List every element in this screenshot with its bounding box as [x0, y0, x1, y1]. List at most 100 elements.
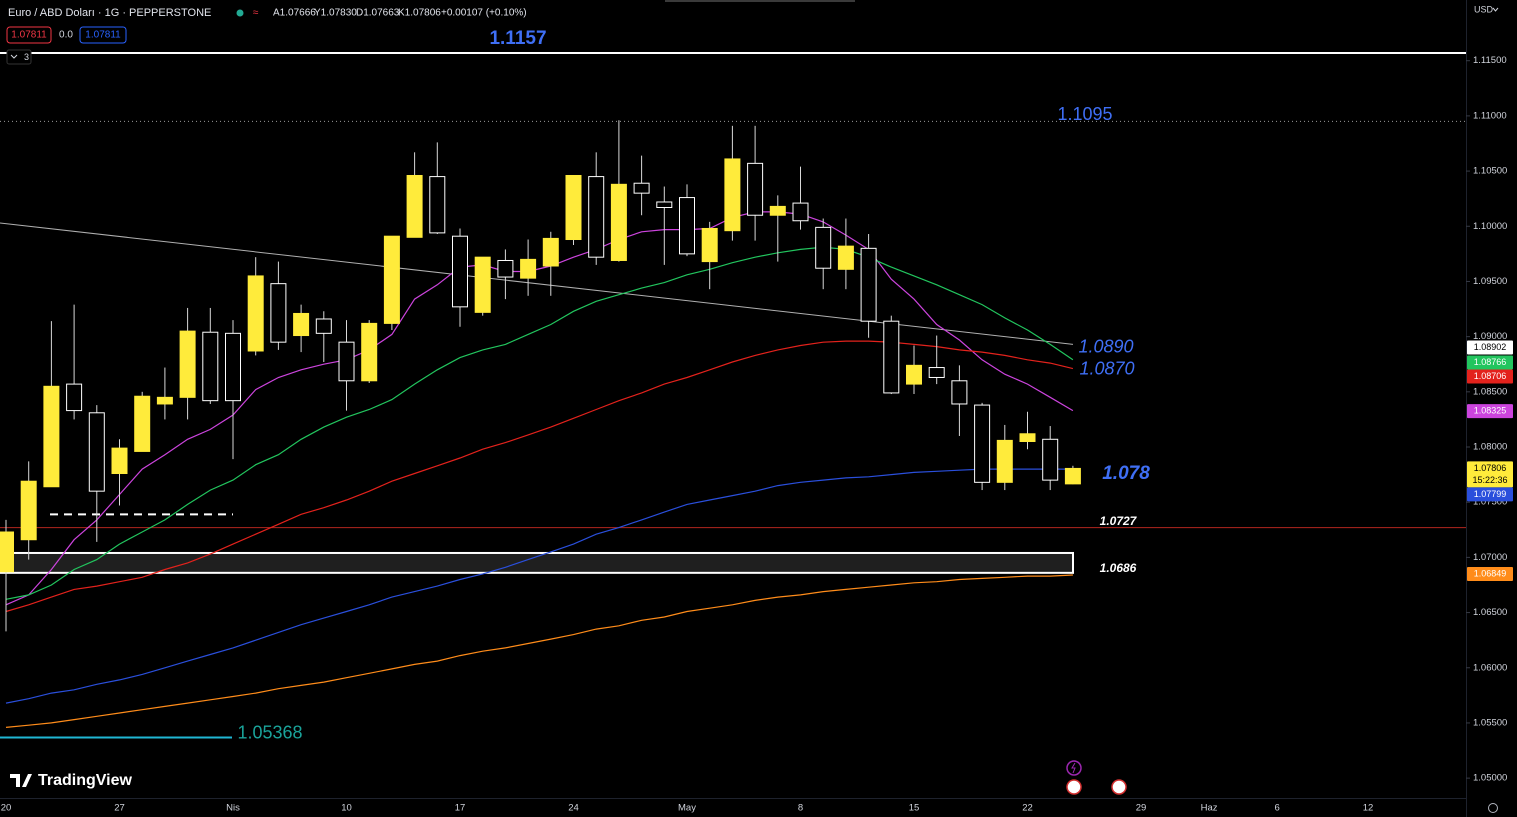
candle-body: [769, 205, 786, 216]
price-tag: [1467, 461, 1513, 488]
x-tick-label: Haz: [1201, 803, 1218, 814]
x-tick-label: 24: [568, 803, 579, 814]
level-label: 1.0870: [1079, 359, 1134, 379]
moving-average: [5, 468, 1073, 704]
candle-body: [928, 367, 945, 378]
countdown: 15:22:36: [1472, 475, 1507, 485]
level-label: 1.0686: [1100, 561, 1137, 575]
ohlc-low: D1.07663: [356, 8, 400, 19]
y-tick-label: 1.09500: [1473, 276, 1507, 287]
economic-event[interactable]: [1111, 779, 1127, 795]
sell-price[interactable]: 1.07811: [11, 30, 47, 41]
moving-average: [5, 574, 1073, 728]
candle-body: [88, 412, 105, 492]
candle-body: [20, 480, 37, 541]
candle-body: [293, 312, 310, 337]
candle-body: [156, 396, 173, 405]
x-tick-label: 17: [455, 803, 466, 814]
candle-body: [452, 235, 468, 308]
price-tag-label: 1.08766: [1474, 357, 1507, 367]
x-tick-label: 12: [1363, 803, 1374, 814]
level-label: 1.0727: [1100, 514, 1138, 528]
moving-average: [5, 246, 1074, 600]
indicators-count[interactable]: 3: [24, 52, 29, 62]
level-label: 1.1095: [1057, 104, 1112, 124]
candle-body: [383, 235, 400, 324]
y-tick-label: 1.11500: [1473, 55, 1507, 66]
y-tick-label: 1.07000: [1473, 552, 1507, 563]
brand-logo: [10, 774, 32, 787]
buy-price[interactable]: 1.07811: [85, 30, 121, 41]
y-tick-label: 1.05500: [1473, 717, 1507, 728]
price-tag-label: 1.08706: [1474, 371, 1507, 381]
candle-body: [429, 176, 446, 234]
price-tag-label: 1.06849: [1474, 568, 1507, 578]
candle-body: [315, 318, 332, 334]
overlay: Euro / ABD Doları · 1G · PEPPERSTONE ≈ A…: [6, 4, 1499, 813]
economic-event[interactable]: [1066, 779, 1082, 795]
y-tick-label: 1.09000: [1473, 331, 1507, 342]
candle-body: [66, 383, 83, 412]
indicators-toggle[interactable]: [6, 49, 32, 65]
candle-body: [656, 201, 673, 209]
brand-name: TradingView: [38, 772, 133, 789]
status-icon: ≈: [253, 8, 259, 19]
candle-body: [724, 158, 741, 232]
candle-body: [951, 380, 968, 405]
level-label: 1.1157: [489, 28, 546, 49]
candle-body: [679, 197, 695, 255]
ohlc-high: Y1.07830: [314, 8, 357, 19]
candle-body: [225, 332, 241, 402]
x-tick-label: 10: [341, 803, 352, 814]
price-tag-label: 1.08325: [1474, 406, 1507, 416]
buy-button[interactable]: [79, 26, 127, 44]
y-tick-label: 1.05000: [1473, 773, 1507, 784]
candle-body: [474, 256, 491, 313]
price-tag-label: 1.07799: [1474, 489, 1507, 499]
candle-body: [565, 174, 582, 241]
sell-button[interactable]: [6, 26, 52, 44]
ohlc-close: K1.07806: [398, 8, 441, 19]
candle-body: [1019, 433, 1036, 442]
candle-body: [338, 341, 355, 382]
candle-body: [633, 182, 650, 194]
candle-body: [996, 439, 1013, 483]
level-label: 1.0890: [1078, 336, 1133, 356]
candle-body: [906, 364, 922, 385]
y-tick-label: 1.08500: [1473, 386, 1507, 397]
candle-body: [111, 447, 128, 475]
ohlc-open: A1.07666: [273, 8, 316, 19]
candle-body: [542, 237, 559, 267]
candle-body: [860, 247, 877, 322]
x-tick-label: 20: [1, 803, 12, 814]
y-tick-label: 1.11000: [1473, 110, 1507, 121]
candle-body: [974, 404, 991, 483]
candle-body: [747, 162, 764, 216]
y-tick-label: 1.06000: [1473, 662, 1507, 673]
x-tick-label: 22: [1022, 803, 1033, 814]
plot-area: 1.11500 1.11000 1.10500 1.10000 1.09500 1.090…: [0, 28, 1513, 814]
candle-body: [588, 176, 605, 258]
currency[interactable]: USD: [1474, 4, 1494, 14]
settings-icon[interactable]: [1488, 803, 1498, 813]
candle-body: [0, 531, 14, 573]
candle-body: [361, 322, 378, 382]
x-tick-label: 8: [798, 803, 803, 814]
price-tag-label: 1.08902: [1474, 342, 1507, 352]
candle-body: [1064, 467, 1081, 485]
level-label: 1.05368: [237, 722, 302, 742]
x-tick-label: 29: [1136, 803, 1147, 814]
candle-body: [406, 174, 423, 238]
price-tag-label: 1.07806: [1474, 463, 1507, 473]
scroll-indicator: [665, 0, 855, 2]
candle-body: [815, 226, 832, 269]
candle-body: [247, 275, 264, 352]
candle-body: [837, 245, 854, 270]
candle-body: [1042, 438, 1059, 481]
candle-body: [610, 183, 627, 261]
y-tick-label: 1.07500: [1473, 497, 1507, 508]
level-label: 1.078: [1102, 463, 1150, 484]
x-tick-label: May: [678, 803, 696, 814]
x-tick-label: 15: [909, 803, 920, 814]
